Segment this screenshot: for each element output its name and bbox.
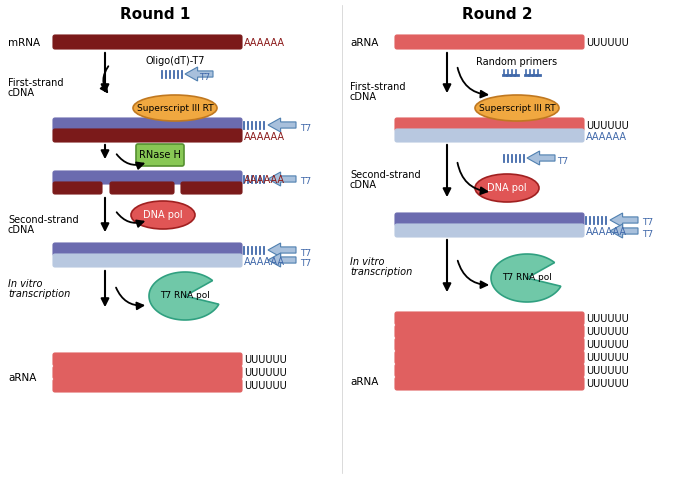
FancyBboxPatch shape bbox=[395, 364, 584, 377]
Polygon shape bbox=[268, 172, 296, 186]
Text: aRNA: aRNA bbox=[350, 38, 378, 48]
Text: T7: T7 bbox=[301, 249, 312, 258]
FancyBboxPatch shape bbox=[53, 379, 242, 392]
Text: T7 RNA pol: T7 RNA pol bbox=[502, 273, 552, 282]
FancyBboxPatch shape bbox=[395, 351, 584, 364]
Text: AAAAAA: AAAAAA bbox=[244, 257, 285, 267]
Polygon shape bbox=[610, 224, 638, 238]
FancyBboxPatch shape bbox=[395, 118, 584, 131]
Text: cDNA: cDNA bbox=[350, 92, 377, 102]
Text: Superscript III RT: Superscript III RT bbox=[479, 104, 556, 112]
Text: Superscript III RT: Superscript III RT bbox=[137, 104, 213, 112]
Text: Second-strand: Second-strand bbox=[8, 215, 79, 225]
FancyBboxPatch shape bbox=[395, 35, 584, 49]
Text: Oligo(dT)-T7: Oligo(dT)-T7 bbox=[145, 56, 205, 66]
Text: transcription: transcription bbox=[8, 289, 71, 299]
Text: Random primers: Random primers bbox=[477, 57, 558, 67]
FancyBboxPatch shape bbox=[395, 129, 584, 142]
Text: Round 1: Round 1 bbox=[120, 7, 190, 22]
FancyBboxPatch shape bbox=[395, 224, 584, 237]
FancyBboxPatch shape bbox=[395, 312, 584, 325]
Text: UUUUUU: UUUUUU bbox=[586, 121, 629, 131]
Polygon shape bbox=[268, 253, 296, 267]
Text: UUUUUU: UUUUUU bbox=[586, 353, 629, 363]
FancyBboxPatch shape bbox=[395, 377, 584, 390]
Text: T7: T7 bbox=[558, 157, 569, 166]
Text: mRNA: mRNA bbox=[8, 38, 40, 48]
Text: UUUUUU: UUUUUU bbox=[586, 366, 629, 376]
Text: T7: T7 bbox=[643, 229, 653, 239]
Text: transcription: transcription bbox=[350, 267, 412, 277]
Text: UUUUUU: UUUUUU bbox=[586, 314, 629, 324]
Text: DNA pol: DNA pol bbox=[487, 183, 527, 193]
Polygon shape bbox=[149, 272, 219, 320]
Text: UUUUUU: UUUUUU bbox=[586, 38, 629, 48]
Text: First-strand: First-strand bbox=[350, 82, 406, 92]
Text: aRNA: aRNA bbox=[8, 373, 36, 383]
Text: Round 2: Round 2 bbox=[462, 7, 532, 22]
FancyBboxPatch shape bbox=[395, 338, 584, 351]
FancyBboxPatch shape bbox=[53, 254, 242, 267]
Text: DNA pol: DNA pol bbox=[143, 210, 183, 220]
Text: AAAAAA: AAAAAA bbox=[586, 227, 627, 237]
FancyBboxPatch shape bbox=[136, 144, 184, 166]
Text: UUUUUU: UUUUUU bbox=[244, 368, 287, 378]
Polygon shape bbox=[491, 254, 561, 302]
FancyBboxPatch shape bbox=[53, 35, 242, 49]
Text: AAAAAA: AAAAAA bbox=[586, 132, 627, 142]
FancyBboxPatch shape bbox=[53, 171, 242, 184]
Text: Second-strand: Second-strand bbox=[350, 170, 421, 180]
Polygon shape bbox=[610, 213, 638, 227]
FancyBboxPatch shape bbox=[110, 182, 174, 194]
Text: cDNA: cDNA bbox=[8, 88, 35, 98]
Polygon shape bbox=[268, 118, 296, 132]
Text: T7 RNA pol: T7 RNA pol bbox=[160, 292, 210, 301]
Text: UUUUUU: UUUUUU bbox=[244, 381, 287, 391]
Text: cDNA: cDNA bbox=[8, 225, 35, 235]
Polygon shape bbox=[527, 151, 555, 165]
Ellipse shape bbox=[475, 174, 539, 202]
FancyBboxPatch shape bbox=[395, 213, 584, 226]
FancyBboxPatch shape bbox=[53, 118, 242, 131]
Text: UUUUUU: UUUUUU bbox=[244, 355, 287, 365]
Ellipse shape bbox=[131, 201, 195, 229]
FancyBboxPatch shape bbox=[395, 325, 584, 338]
Polygon shape bbox=[268, 243, 296, 257]
Polygon shape bbox=[185, 67, 213, 81]
Text: T7: T7 bbox=[301, 259, 312, 268]
Text: AAAAAA: AAAAAA bbox=[244, 175, 285, 185]
Text: cDNA: cDNA bbox=[350, 180, 377, 190]
Text: aRNA: aRNA bbox=[350, 377, 378, 387]
Ellipse shape bbox=[133, 95, 217, 121]
FancyBboxPatch shape bbox=[53, 129, 242, 142]
Text: RNase H: RNase H bbox=[139, 150, 181, 160]
Text: AAAAAA: AAAAAA bbox=[244, 132, 285, 142]
Text: T7: T7 bbox=[301, 123, 312, 132]
FancyBboxPatch shape bbox=[53, 243, 242, 256]
Text: UUUUUU: UUUUUU bbox=[586, 379, 629, 389]
FancyBboxPatch shape bbox=[53, 182, 102, 194]
Text: UUUUUU: UUUUUU bbox=[586, 327, 629, 337]
Ellipse shape bbox=[475, 95, 559, 121]
Text: AAAAAA: AAAAAA bbox=[244, 38, 285, 48]
Text: First-strand: First-strand bbox=[8, 78, 64, 88]
Text: T7: T7 bbox=[643, 217, 653, 227]
Text: In vitro: In vitro bbox=[350, 257, 384, 267]
FancyBboxPatch shape bbox=[53, 366, 242, 379]
Text: In vitro: In vitro bbox=[8, 279, 42, 289]
Text: T7: T7 bbox=[199, 73, 210, 82]
Text: T7: T7 bbox=[301, 177, 312, 186]
Text: UUUUUU: UUUUUU bbox=[586, 340, 629, 350]
FancyBboxPatch shape bbox=[181, 182, 242, 194]
FancyBboxPatch shape bbox=[53, 353, 242, 366]
